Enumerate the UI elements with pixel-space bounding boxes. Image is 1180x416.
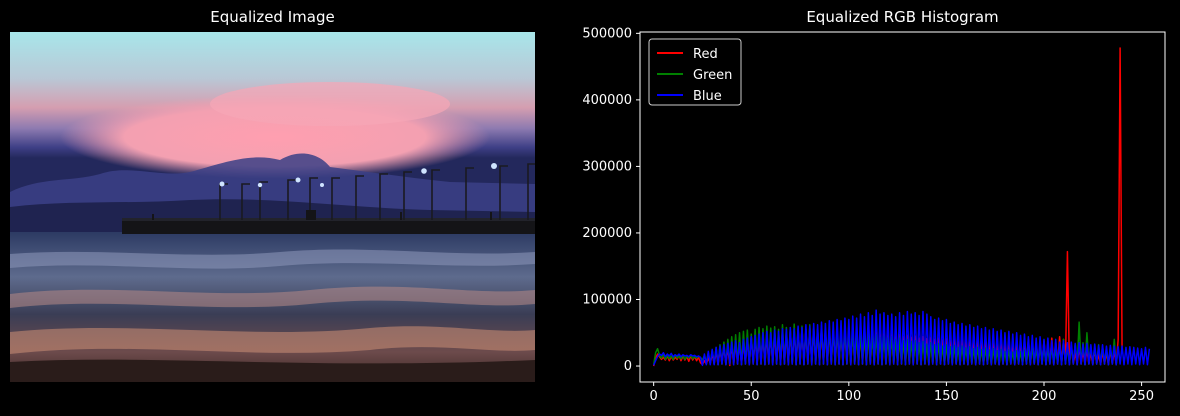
x-tick-label: 50: [743, 389, 760, 404]
x-tick-label: 250: [1129, 389, 1154, 404]
legend-label-blue: Blue: [693, 89, 722, 104]
series-line-blue: [652, 309, 1151, 367]
y-tick-label: 300000: [582, 159, 632, 174]
x-tick-label: 0: [650, 389, 658, 404]
x-tick-label: 200: [1032, 389, 1057, 404]
y-tick-label: 400000: [582, 93, 632, 108]
series-lines: [652, 47, 1151, 367]
x-tick-label: 150: [934, 389, 959, 404]
x-axis: 0 50 100 150 200 250: [650, 382, 1154, 404]
legend: Red Green Blue: [648, 38, 742, 106]
y-tick-label: 200000: [582, 226, 632, 241]
image-panel-title: Equalized Image: [210, 8, 335, 26]
y-axis: 0 100000 200000 300000 400000 500000: [582, 26, 640, 374]
legend-box: [648, 38, 742, 106]
legend-label-green: Green: [693, 68, 732, 83]
x-tick-label: 100: [836, 389, 861, 404]
histogram-title: Equalized RGB Histogram: [806, 8, 999, 26]
y-tick-label: 100000: [582, 292, 632, 307]
legend-label-red: Red: [693, 47, 718, 62]
y-tick-label: 0: [624, 359, 632, 374]
y-tick-label: 500000: [582, 26, 632, 41]
equalized-photo: [10, 32, 535, 382]
